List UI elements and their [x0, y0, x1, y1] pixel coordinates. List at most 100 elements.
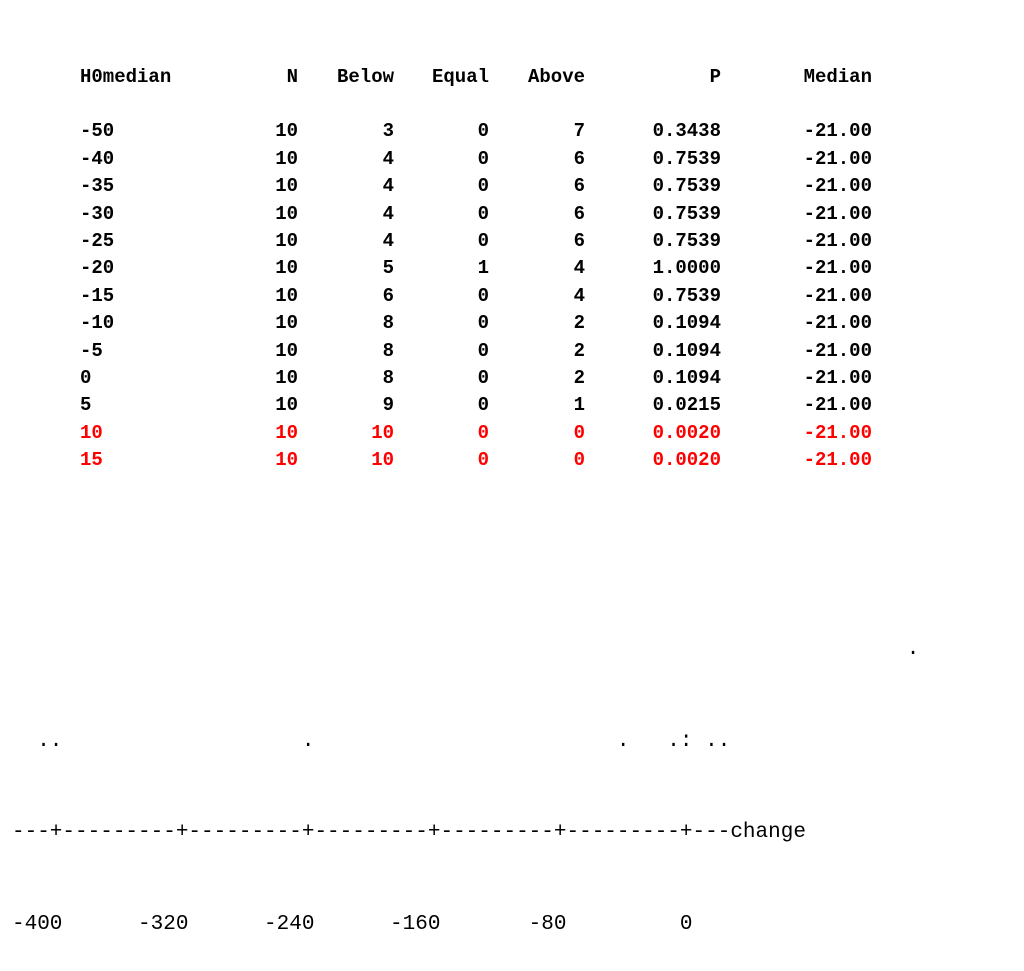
cell-median: -21.00 — [803, 202, 872, 225]
cell-h0median: -30 — [80, 202, 115, 225]
cell-below: 10 — [371, 421, 394, 444]
cell-n: 10 — [275, 339, 298, 362]
cell-h0median: -50 — [80, 120, 115, 143]
cell-below: 8 — [382, 339, 394, 362]
cell-equal: 0 — [477, 312, 489, 335]
dot-plot-axis: ---+---------+---------+---------+------… — [12, 821, 806, 844]
cell-median: -21.00 — [803, 339, 872, 362]
cell-below: 3 — [382, 120, 394, 143]
cell-equal: 0 — [477, 147, 489, 170]
cell-below: 4 — [382, 229, 394, 252]
cell-p-value: 0.7539 — [652, 229, 721, 252]
cell-median: -21.00 — [803, 312, 872, 335]
cell-below: 10 — [371, 449, 394, 472]
cell-above: 0 — [573, 421, 585, 444]
cell-above: 2 — [573, 312, 585, 335]
cell-n: 10 — [275, 175, 298, 198]
header-equal: Equal — [431, 66, 489, 88]
dot-plot: . .. . . .: .. ---+---------+---------+-… — [12, 574, 919, 971]
cell-equal: 0 — [477, 175, 489, 198]
cell-h0median: 10 — [80, 421, 103, 444]
cell-p-value: 0.7539 — [652, 202, 721, 225]
cell-below: 8 — [382, 312, 394, 335]
cell-h0median: -5 — [80, 339, 103, 362]
cell-equal: 0 — [477, 284, 489, 307]
cell-p-value: 1.0000 — [652, 257, 721, 280]
cell-median: -21.00 — [803, 421, 872, 444]
cell-n: 10 — [275, 284, 298, 307]
cell-equal: 1 — [477, 257, 489, 280]
dot-plot-dots: .. . . .: .. — [12, 729, 731, 753]
cell-n: 10 — [275, 366, 298, 389]
cell-equal: 0 — [477, 366, 489, 389]
cell-median: -21.00 — [803, 284, 872, 307]
cell-below: 4 — [382, 202, 394, 225]
cell-p-value: 0.7539 — [652, 147, 721, 170]
header-n: N — [286, 66, 298, 88]
cell-median: -21.00 — [803, 229, 872, 252]
cell-n: 10 — [275, 229, 298, 252]
cell-equal: 0 — [477, 339, 489, 362]
cell-above: 1 — [573, 394, 585, 417]
cell-above: 6 — [573, 202, 585, 225]
cell-p-value: 0.1094 — [652, 312, 721, 335]
cell-median: -21.00 — [803, 366, 872, 389]
cell-p-value: 0.1094 — [652, 366, 721, 389]
cell-median: -21.00 — [803, 147, 872, 170]
header-above: Above — [527, 66, 585, 88]
cell-above: 0 — [573, 449, 585, 472]
cell-h0median: -15 — [80, 284, 115, 307]
cell-h0median: 0 — [80, 366, 92, 389]
cell-equal: 0 — [477, 202, 489, 225]
cell-above: 6 — [573, 147, 585, 170]
cell-h0median: -40 — [80, 147, 115, 170]
cell-below: 6 — [382, 284, 394, 307]
cell-n: 10 — [275, 421, 298, 444]
cell-equal: 0 — [477, 120, 489, 143]
cell-median: -21.00 — [803, 257, 872, 280]
header-below: Below — [336, 66, 394, 88]
cell-h0median: -35 — [80, 175, 115, 198]
cell-above: 4 — [573, 284, 585, 307]
cell-equal: 0 — [477, 229, 489, 252]
cell-above: 6 — [573, 229, 585, 252]
cell-n: 10 — [275, 120, 298, 143]
cell-n: 10 — [275, 147, 298, 170]
cell-above: 2 — [573, 339, 585, 362]
cell-p-value: 0.7539 — [652, 175, 721, 198]
cell-above: 4 — [573, 257, 585, 280]
cell-p-value: 0.0020 — [652, 421, 721, 444]
cell-equal: 0 — [477, 394, 489, 417]
cell-equal: 0 — [477, 449, 489, 472]
cell-median: -21.00 — [803, 175, 872, 198]
header-median: Median — [803, 66, 872, 88]
cell-below: 5 — [382, 257, 394, 280]
cell-equal: 0 — [477, 421, 489, 444]
cell-h0median: 15 — [80, 449, 103, 472]
cell-h0median: -10 — [80, 312, 115, 335]
dot-plot-tick-labels: -400 -320 -240 -160 -80 0 — [12, 912, 693, 936]
header-h0median: H0median — [80, 66, 172, 88]
cell-n: 10 — [275, 312, 298, 335]
cell-p-value: 0.3438 — [652, 120, 721, 143]
cell-n: 10 — [275, 257, 298, 280]
cell-p-value: 0.0020 — [652, 449, 721, 472]
cell-h0median: 5 — [80, 394, 92, 417]
cell-below: 4 — [382, 175, 394, 198]
cell-n: 10 — [275, 394, 298, 417]
cell-median: -21.00 — [803, 120, 872, 143]
cell-h0median: -20 — [80, 257, 115, 280]
cell-below: 9 — [382, 394, 394, 417]
cell-below: 8 — [382, 366, 394, 389]
header-p-value: P — [709, 66, 721, 88]
cell-p-value: 0.1094 — [652, 339, 721, 362]
cell-above: 7 — [573, 120, 585, 143]
cell-n: 10 — [275, 202, 298, 225]
cell-median: -21.00 — [803, 394, 872, 417]
dot-plot-upper-dots: . — [12, 638, 920, 661]
cell-h0median: -25 — [80, 229, 115, 252]
cell-above: 2 — [573, 366, 585, 389]
cell-median: -21.00 — [803, 449, 872, 472]
cell-p-value: 0.7539 — [652, 284, 721, 307]
cell-p-value: 0.0215 — [652, 394, 721, 417]
